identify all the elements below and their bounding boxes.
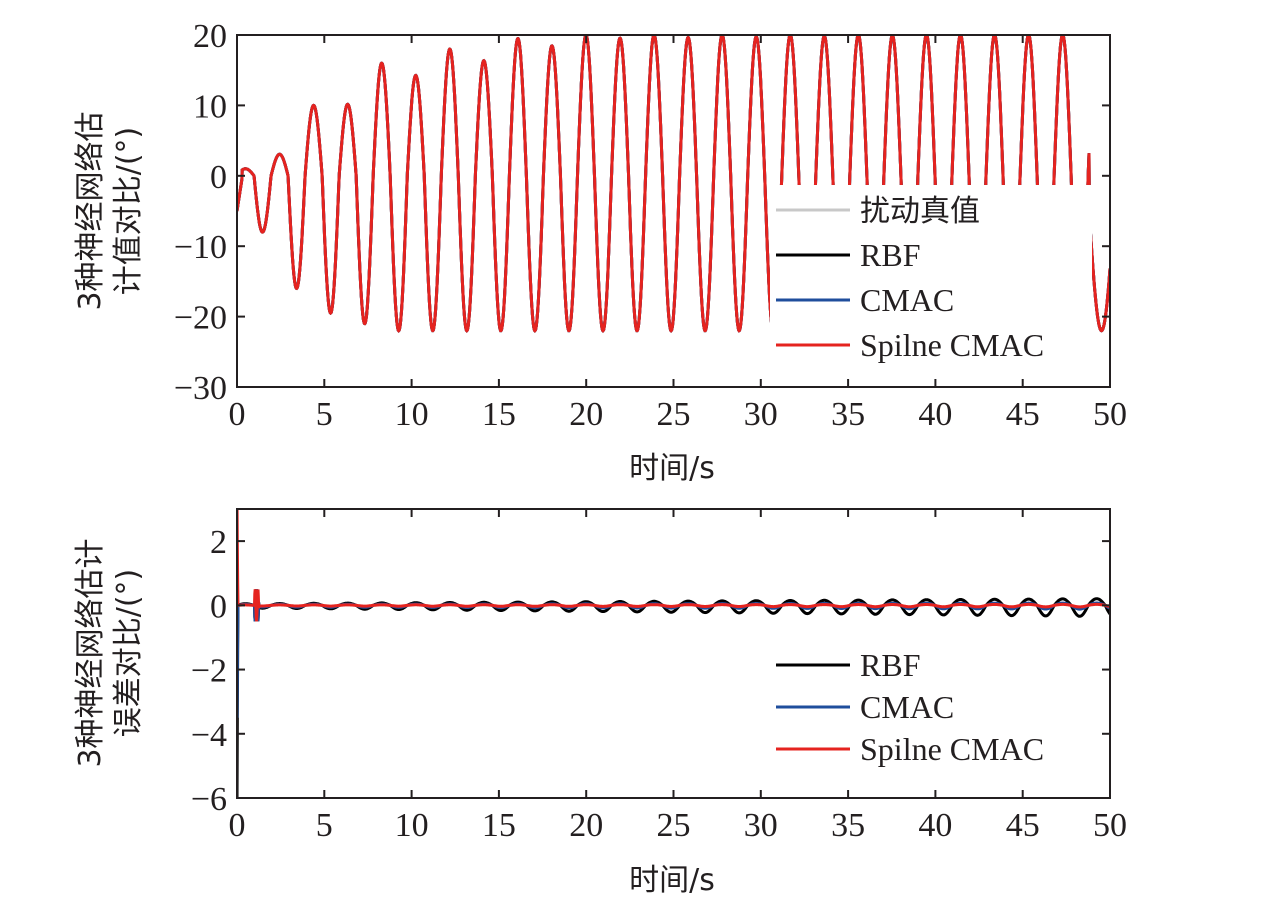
x-tick-label: 15 bbox=[482, 807, 516, 844]
y-tick-label: −4 bbox=[191, 717, 227, 754]
legend-label: RBF bbox=[860, 647, 920, 683]
top-chart-ylabel: 3种神经网络估 计值对比/(°) bbox=[73, 111, 146, 310]
x-tick-label: 25 bbox=[657, 807, 691, 844]
x-tick-label: 10 bbox=[395, 396, 429, 433]
x-tick-label: 0 bbox=[229, 396, 246, 433]
top-chart-xlabel: 时间/s bbox=[629, 451, 715, 486]
y-tick-label: 0 bbox=[210, 159, 227, 196]
x-tick-label: 35 bbox=[831, 807, 865, 844]
x-tick-label: 20 bbox=[569, 396, 603, 433]
x-tick-label: 20 bbox=[569, 807, 603, 844]
x-tick-label: 45 bbox=[1006, 396, 1040, 433]
legend-label: Spilne CMAC bbox=[860, 731, 1044, 767]
bottom-chart-ylabel-line-2: 误差对比/(°) bbox=[111, 569, 146, 738]
y-tick-label: −20 bbox=[174, 300, 227, 337]
y-tick-label: −30 bbox=[174, 370, 227, 407]
bottom-chart-plot-area bbox=[237, 509, 1110, 798]
x-tick-label: 40 bbox=[918, 396, 952, 433]
legend-label: CMAC bbox=[860, 282, 954, 318]
legend-label: CMAC bbox=[860, 689, 954, 725]
x-tick-label: 5 bbox=[316, 396, 333, 433]
x-tick-label: 40 bbox=[918, 807, 952, 844]
y-tick-label: −6 bbox=[191, 781, 227, 818]
y-tick-label: −10 bbox=[174, 229, 227, 266]
legend-label: RBF bbox=[860, 237, 920, 273]
y-tick-label: 2 bbox=[210, 524, 227, 561]
x-tick-label: 30 bbox=[744, 807, 778, 844]
series-line-spilne-cmac bbox=[237, 509, 1110, 622]
y-tick-label: 20 bbox=[193, 18, 227, 55]
top-chart-ylabel-line-2: 计值对比/(°) bbox=[111, 127, 146, 296]
x-tick-label: 25 bbox=[657, 396, 691, 433]
x-tick-label: 15 bbox=[482, 396, 516, 433]
x-tick-label: 45 bbox=[1006, 807, 1040, 844]
x-tick-label: 30 bbox=[744, 396, 778, 433]
x-tick-label: 35 bbox=[831, 396, 865, 433]
top-chart-plot-area bbox=[237, 35, 1110, 333]
legend-label: 扰动真值 bbox=[860, 194, 980, 229]
bottom-chart-ylabel: 3种神经网络估计 误差对比/(°) bbox=[73, 538, 146, 767]
y-tick-label: −2 bbox=[191, 653, 227, 690]
y-tick-label: 0 bbox=[210, 588, 227, 625]
series-line-spilne-cmac bbox=[237, 35, 1110, 333]
top-chart-ylabel-line-1: 3种神经网络估 bbox=[73, 111, 108, 310]
bottom-chart-legend: RBF CMAC Spilne CMAC bbox=[770, 640, 1092, 768]
top-chart-legend: 扰动真值 RBF CMAC Spilne CMAC bbox=[770, 185, 1092, 363]
legend-box bbox=[770, 640, 1092, 768]
bottom-chart-xlabel: 时间/s bbox=[629, 863, 715, 898]
x-tick-label: 5 bbox=[316, 807, 333, 844]
legend-box bbox=[770, 185, 1092, 355]
top-chart-ticks: 0 5 10 15 20 25 30 35 40 45 50 20 10 0 −10 −20 −30 bbox=[174, 18, 1127, 433]
y-tick-label: 10 bbox=[193, 88, 227, 125]
x-tick-label: 0 bbox=[229, 807, 246, 844]
legend-label: Spilne CMAC bbox=[860, 327, 1044, 363]
bottom-chart-ylabel-line-1: 3种神经网络估计 bbox=[73, 538, 108, 767]
x-tick-label: 10 bbox=[395, 807, 429, 844]
x-tick-label: 50 bbox=[1093, 807, 1127, 844]
x-tick-label: 50 bbox=[1093, 396, 1127, 433]
